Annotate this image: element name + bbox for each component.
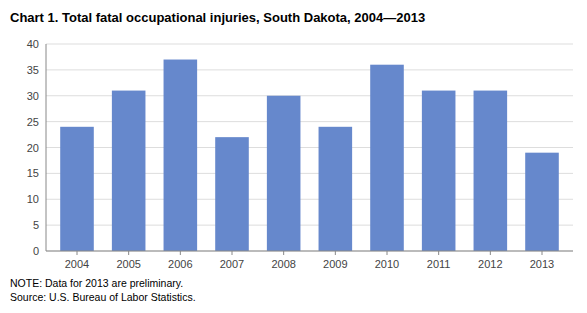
bar bbox=[60, 127, 94, 251]
x-tick bbox=[490, 251, 491, 255]
x-tick bbox=[335, 251, 336, 255]
note: Source: U.S. Bureau of Labor Statistics. bbox=[10, 291, 196, 303]
bar bbox=[422, 91, 456, 251]
x-tick-label: 2013 bbox=[530, 258, 554, 270]
grid-line bbox=[46, 44, 573, 45]
y-tick-label: 0 bbox=[33, 245, 39, 257]
x-tick bbox=[283, 251, 284, 255]
bar bbox=[370, 65, 404, 251]
y-axis: 0 5 10 15 20 25 30 35 40 bbox=[27, 38, 46, 257]
bar bbox=[474, 91, 508, 251]
bars bbox=[60, 60, 559, 251]
bar bbox=[164, 60, 198, 251]
x-tick bbox=[438, 251, 439, 255]
x-tick-label: 2007 bbox=[220, 258, 244, 270]
note: NOTE: Data for 2013 are preliminary. bbox=[10, 277, 183, 289]
y-tick-label: 10 bbox=[27, 193, 39, 205]
grid-line bbox=[46, 69, 573, 70]
bar bbox=[319, 127, 353, 251]
x-tick bbox=[387, 251, 388, 255]
x-tick bbox=[232, 251, 233, 255]
y-tick-label: 25 bbox=[27, 116, 39, 128]
x-tick-label: 2009 bbox=[323, 258, 347, 270]
y-tick-label: 5 bbox=[33, 219, 39, 231]
title: Chart 1. Total fatal occupational injuri… bbox=[10, 10, 425, 25]
x-tick bbox=[128, 251, 129, 255]
x-tick bbox=[180, 251, 181, 255]
bar bbox=[215, 137, 249, 251]
x-tick-label: 2010 bbox=[375, 258, 399, 270]
x-tick-label: 2005 bbox=[116, 258, 140, 270]
x-axis-line bbox=[46, 251, 573, 252]
grid bbox=[46, 44, 573, 251]
x-tick bbox=[77, 251, 78, 255]
x-tick-label: 2008 bbox=[271, 258, 295, 270]
y-tick-label: 40 bbox=[27, 38, 39, 50]
y-tick-label: 15 bbox=[27, 167, 39, 179]
x-tick bbox=[542, 251, 543, 255]
bar bbox=[267, 96, 301, 251]
chart-container: 0 5 10 15 20 25 30 35 40 2004 2005 2006 2007 2008 2009… bbox=[0, 0, 587, 313]
x-tick-label: 2012 bbox=[478, 258, 502, 270]
y-tick-label: 30 bbox=[27, 90, 39, 102]
x-axis: 2004 2005 2006 2007 2008 2009 2010 2011 2012 2013 bbox=[46, 251, 573, 270]
page: {"chart_data": {"type": "bar", "title": … bbox=[0, 0, 587, 313]
x-tick-label: 2011 bbox=[427, 258, 451, 270]
y-tick-label: 35 bbox=[27, 64, 39, 76]
bar bbox=[525, 153, 559, 251]
y-tick-label: 20 bbox=[27, 142, 39, 154]
x-tick-label: 2004 bbox=[65, 258, 89, 270]
bar bbox=[112, 91, 146, 251]
chart: 0 5 10 15 20 25 30 35 40 2004 2005 2006 2007 2008 2009… bbox=[0, 0, 587, 313]
x-tick-label: 2006 bbox=[168, 258, 192, 270]
y-axis-line bbox=[46, 44, 47, 251]
grid-line bbox=[46, 251, 573, 252]
notes: NOTE: Data for 2013 are preliminary. Sour… bbox=[10, 277, 196, 303]
